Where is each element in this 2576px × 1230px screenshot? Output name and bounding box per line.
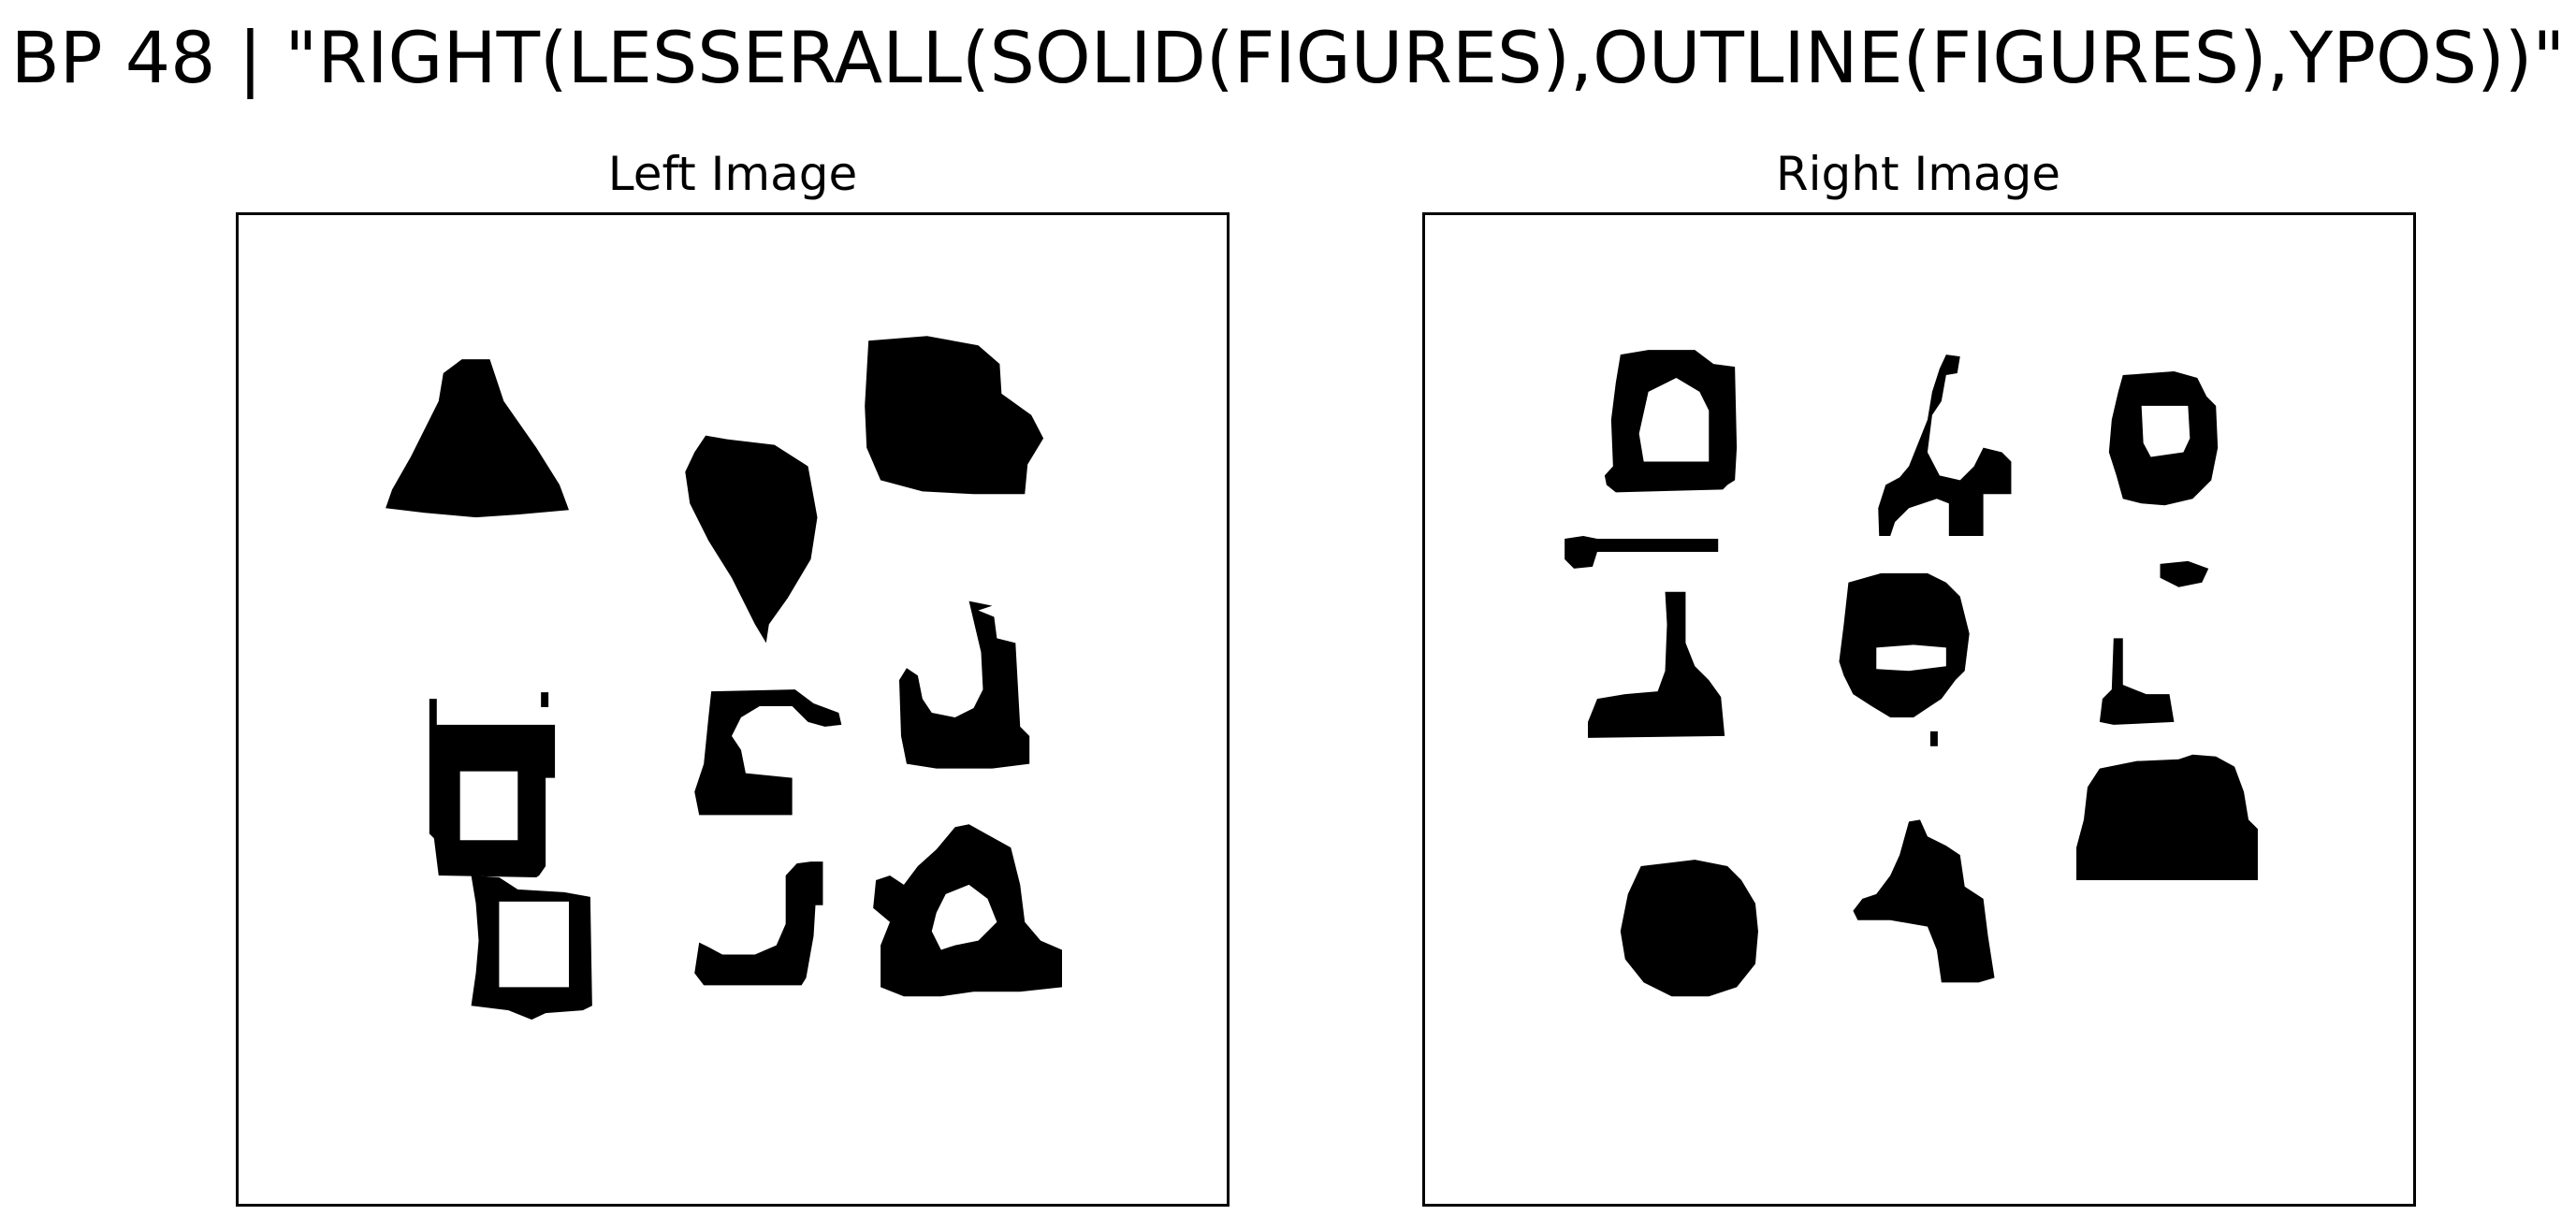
figure-outline-blob [1839, 572, 1970, 717]
figure-hook-shape [898, 601, 1030, 769]
figure-outline-square-lower [471, 875, 592, 1020]
figure-c-shape [694, 689, 842, 816]
page-title: BP 48 | "RIGHT(LESSERALL(SOLID(FIGURES),… [10, 16, 2566, 99]
figure-small-mark [541, 692, 549, 708]
figure-small-l-shape [2099, 638, 2175, 725]
figure-solid-dome [2076, 754, 2258, 880]
left-image-panel [236, 212, 1230, 1207]
figure-solid-triangle [386, 359, 569, 518]
figure-outline-loop [873, 824, 1062, 997]
figure-solid-bar [1565, 536, 1719, 569]
figure-j-shape [694, 861, 823, 986]
figure-solid-blob [865, 336, 1044, 495]
right-image-figures [1565, 350, 2258, 997]
figure-outline-hook [1878, 355, 2012, 537]
figure-small-dash [2160, 560, 2209, 587]
figure-outline-circle [2108, 371, 2219, 506]
figure-small-mark-lower [1929, 731, 1938, 746]
left-image-figures [386, 336, 1062, 1020]
right-image-panel [1422, 212, 2416, 1207]
figure-solid-triangle-leg [1853, 819, 1995, 983]
figure-solid-kite [685, 435, 818, 644]
left-panel-title: Left Image [607, 147, 858, 201]
figure-outline-rounded-square [1604, 350, 1738, 493]
figure-outline-square-upper [429, 699, 556, 877]
right-panel-title: Right Image [1775, 147, 2061, 201]
figure-solid-circle [1620, 860, 1758, 997]
figure-solid-l-shape [1588, 591, 1725, 738]
